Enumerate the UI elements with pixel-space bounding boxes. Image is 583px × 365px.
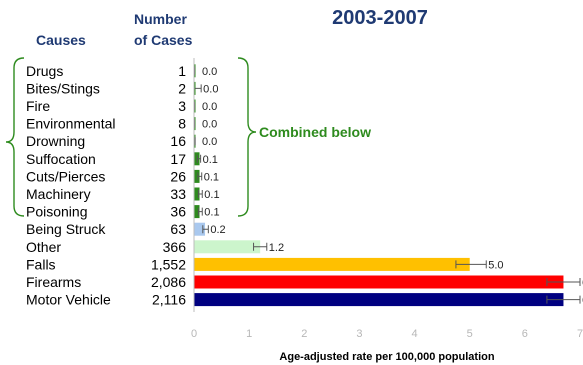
row-drugs: Drugs 1 0.0 (26, 63, 217, 79)
value-label-fire: 0.0 (202, 101, 217, 113)
error-bar-other (253, 242, 268, 251)
x-tick-label: 6 (522, 328, 528, 340)
value-label-falls: 5.0 (488, 259, 503, 271)
error-bar-cuts-pierces (197, 172, 203, 181)
category-label-bites-stings: Bites/Stings (26, 80, 100, 96)
case-count-being-struck: 63 (170, 221, 186, 237)
category-label-drowning: Drowning (26, 133, 85, 149)
category-label-poisoning: Poisoning (26, 204, 88, 220)
row-drowning: Drowning 16 0.0 (26, 133, 217, 149)
error-bar-machinery (197, 190, 203, 198)
row-fire: Fire 3 0.0 (26, 98, 217, 114)
row-other: Other 366 1.2 (26, 239, 284, 255)
x-tick-label: 7 (577, 328, 583, 340)
value-label-drugs: 0.0 (202, 66, 217, 78)
case-count-other: 366 (163, 239, 187, 255)
x-tick-label: 2 (301, 328, 307, 340)
category-label-suffocation: Suffocation (26, 151, 96, 167)
category-label-being-struck: Being Struck (26, 221, 106, 237)
row-machinery: Machinery 33 0.1 (26, 186, 220, 202)
left-brace (5, 57, 25, 217)
value-label-other: 1.2 (269, 242, 284, 254)
value-label-bites-stings: 0.0 (203, 83, 218, 95)
row-poisoning: Poisoning 36 0.1 (26, 204, 220, 220)
category-label-other: Other (26, 239, 61, 255)
row-environmental: Environmental 8 0.0 (26, 116, 217, 132)
case-count-environmental: 8 (178, 116, 186, 132)
error-bar-motor-vehicle (546, 295, 581, 304)
bar-falls (194, 257, 470, 271)
value-label-environmental: 0.0 (202, 119, 217, 131)
value-label-suffocation: 0.1 (203, 154, 218, 166)
category-label-firearms: Firearms (26, 274, 81, 290)
category-label-motor-vehicle: Motor Vehicle (26, 292, 111, 308)
x-axis-ticks: 0 1 2 3 4 5 6 7 (191, 328, 583, 340)
causes-header: Causes (36, 32, 86, 48)
case-count-falls: 1,552 (151, 256, 186, 272)
value-label-machinery: 0.1 (204, 189, 219, 201)
bar-other (194, 240, 261, 254)
row-bites-stings: Bites/Stings 2 0.0 (26, 80, 218, 96)
error-bar-being-struck (202, 225, 209, 234)
cases-header-line1: Number (134, 11, 187, 27)
case-count-machinery: 33 (170, 186, 186, 202)
row-cuts-pierces: Cuts/Pierces 26 0.1 (26, 168, 219, 184)
value-label-poisoning: 0.1 (204, 207, 219, 219)
combined-below-annotation: Combined below (259, 124, 371, 140)
x-tick-label: 1 (246, 328, 252, 340)
bar-machinery (194, 187, 200, 201)
row-being-struck: Being Struck 63 0.2 (26, 221, 226, 237)
category-label-cuts-pierces: Cuts/Pierces (26, 168, 105, 184)
category-label-fire: Fire (26, 98, 50, 114)
error-bar-falls (455, 260, 487, 269)
row-falls: Falls 1,552 5.0 (26, 256, 504, 272)
right-brace (237, 57, 257, 217)
category-label-falls: Falls (26, 256, 56, 272)
case-count-motor-vehicle: 2,116 (152, 292, 186, 308)
case-count-suffocation: 17 (170, 151, 186, 167)
bar-cuts-pierces (194, 169, 200, 183)
case-count-drugs: 1 (178, 63, 186, 79)
category-label-machinery: Machinery (26, 186, 91, 202)
case-count-poisoning: 36 (170, 204, 186, 220)
case-count-drowning: 16 (170, 133, 186, 149)
x-tick-label: 5 (467, 328, 473, 340)
error-bar-firearms (546, 278, 581, 286)
bar-being-struck (194, 222, 206, 236)
cases-header-line2: of Cases (134, 32, 193, 48)
bar-poisoning (194, 205, 200, 219)
bar-suffocation (194, 152, 200, 166)
row-suffocation: Suffocation 17 0.1 (26, 151, 218, 167)
error-bar-suffocation (196, 154, 202, 163)
case-count-firearms: 2,086 (151, 274, 186, 290)
value-label-drowning: 0.0 (202, 136, 217, 148)
error-bar-poisoning (197, 207, 203, 216)
value-label-being-struck: 0.2 (210, 224, 225, 236)
case-count-cuts-pierces: 26 (170, 168, 186, 184)
category-label-environmental: Environmental (26, 116, 116, 132)
x-axis-label: Age-adjusted rate per 100,000 population (279, 351, 494, 363)
x-tick-label: 0 (191, 328, 197, 340)
bar-firearms (194, 275, 564, 289)
case-count-fire: 3 (178, 98, 186, 114)
case-count-bites-stings: 2 (178, 80, 186, 96)
chart-title: 2003-2007 (332, 7, 428, 29)
bar-motor-vehicle (194, 293, 564, 307)
value-label-cuts-pierces: 0.1 (204, 171, 219, 183)
x-tick-label: 4 (412, 328, 418, 340)
category-label-drugs: Drugs (26, 63, 63, 79)
x-tick-label: 3 (356, 328, 362, 340)
